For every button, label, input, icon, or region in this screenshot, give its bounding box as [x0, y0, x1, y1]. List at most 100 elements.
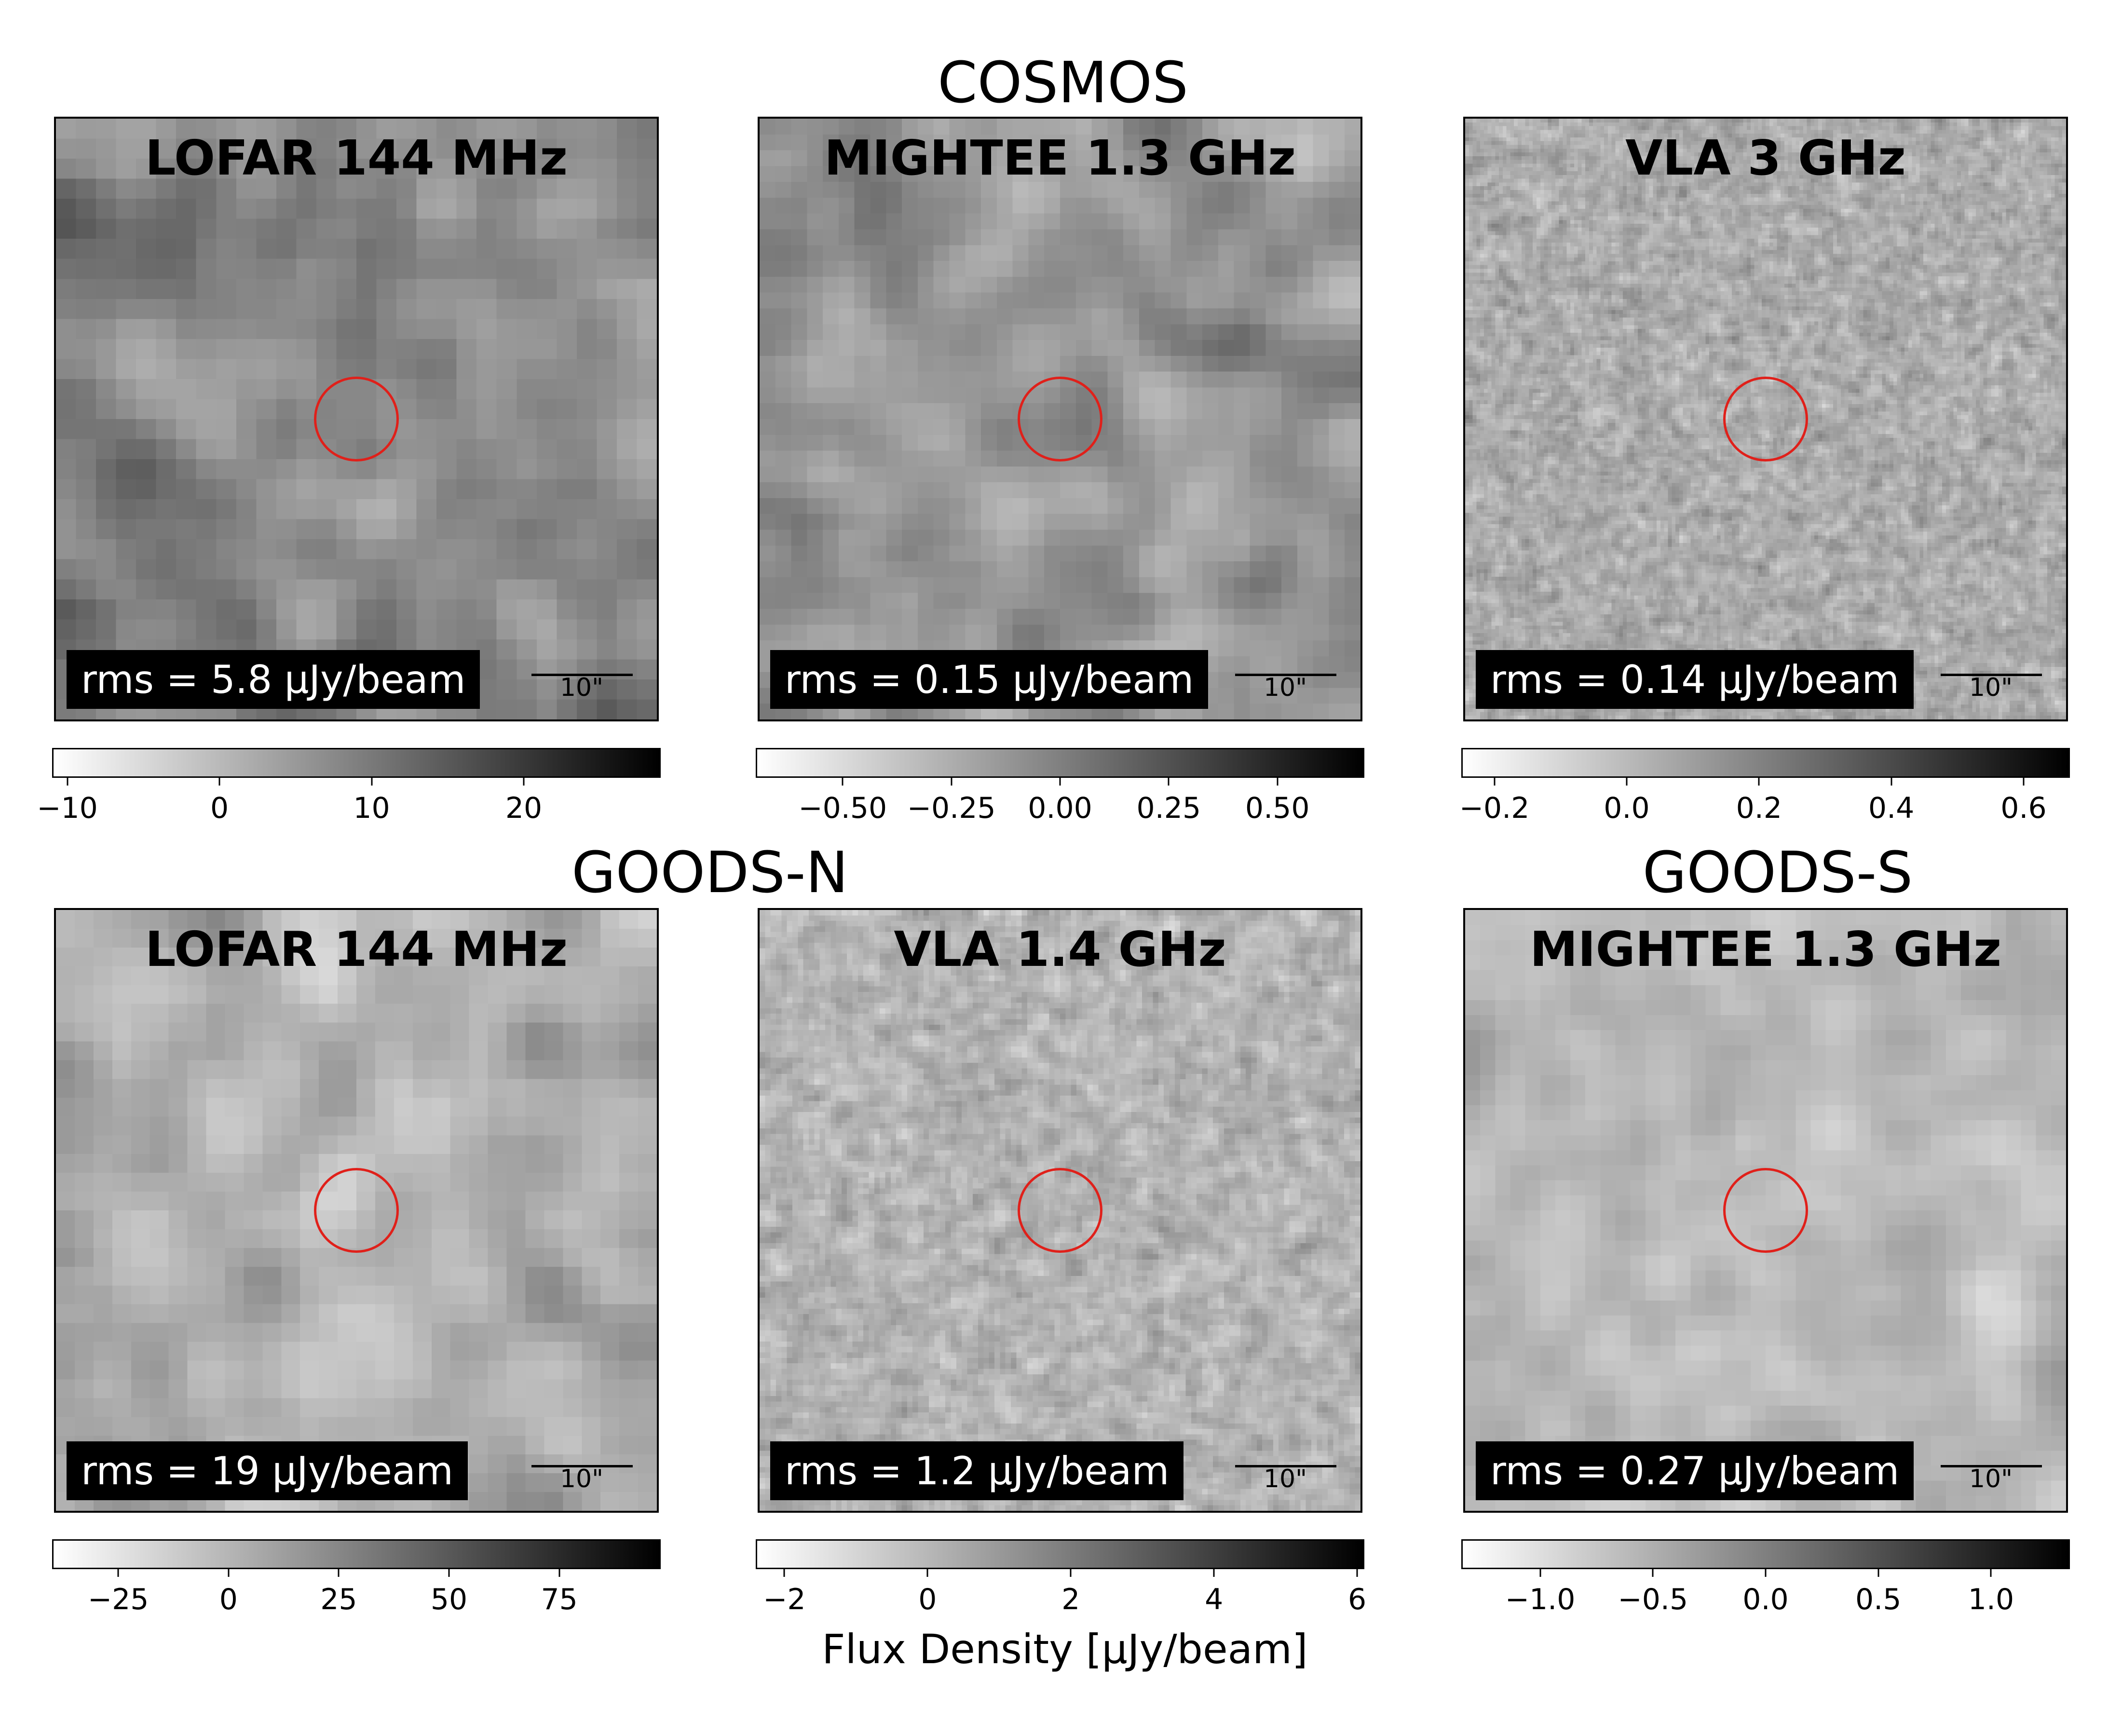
colorbar-tick-label: 50: [430, 1583, 468, 1616]
rms-label: rms = 1.2 μJy/beam: [770, 1441, 1184, 1500]
colorbar-tick: [2023, 778, 2025, 786]
colorbar-tick: [926, 1569, 928, 1577]
scale-bar: [1235, 674, 1336, 676]
colorbar-tick: [1356, 1569, 1358, 1577]
colorbar-tick-label: 2: [1061, 1583, 1080, 1616]
colorbar-tick: [117, 1569, 119, 1577]
colorbar-gradient: [756, 748, 1364, 778]
colorbar-tick: [1277, 778, 1279, 786]
colorbar-tick: [783, 1569, 785, 1577]
title-goods-s: GOODS-S: [1642, 839, 1913, 906]
colorbar-tick: [1168, 778, 1170, 786]
colorbar-tick-label: −2: [763, 1583, 806, 1616]
colorbar-tick-label: 0: [219, 1583, 238, 1616]
image-panel-6: MIGHTEE 1.3 GHz rms = 0.27 μJy/beam 10": [1463, 908, 2068, 1513]
colorbar-tick-label: 4: [1205, 1583, 1224, 1616]
panel-title: LOFAR 144 MHz: [145, 921, 568, 977]
colorbar-tick: [1059, 778, 1061, 786]
colorbar-tick: [338, 1569, 340, 1577]
colorbar-tick: [842, 778, 843, 786]
colorbar-tick: [1539, 1569, 1541, 1577]
colorbar-tick-label: 1.0: [1968, 1583, 2014, 1616]
colorbar-tick: [1758, 778, 1760, 786]
colorbar-gradient: [52, 748, 661, 778]
rms-label: rms = 0.14 μJy/beam: [1476, 650, 1914, 709]
colorbar-tick: [1891, 778, 1892, 786]
colorbar-tick-label: 0.50: [1245, 791, 1310, 825]
rms-label: rms = 0.15 μJy/beam: [770, 650, 1209, 709]
colorbar-tick-label: 0.0: [1604, 791, 1650, 825]
colorbar-tick: [1494, 778, 1496, 786]
source-marker-circle: [1018, 377, 1102, 461]
scale-bar-label: 10": [1969, 1465, 2013, 1493]
colorbar-tick: [1070, 1569, 1072, 1577]
colorbar-tick-label: 0: [918, 1583, 937, 1616]
colorbar-gradient: [52, 1539, 661, 1569]
colorbar-tick-label: 0.0: [1742, 1583, 1789, 1616]
colorbar-tick: [1990, 1569, 1992, 1577]
image-panel-1: LOFAR 144 MHz rms = 5.8 μJy/beam 10": [54, 117, 659, 721]
title-goods-n: GOODS-N: [571, 839, 848, 906]
title-cosmos: COSMOS: [938, 49, 1188, 116]
colorbar-axis-label: Flux Density [μJy/beam]: [822, 1626, 1308, 1673]
source-marker-circle: [1723, 1168, 1808, 1253]
image-panel-5: VLA 1.4 GHz rms = 1.2 μJy/beam 10": [758, 908, 1362, 1513]
scale-bar: [531, 674, 633, 676]
colorbar-tick-label: 0.5: [1855, 1583, 1902, 1616]
source-marker-circle: [1723, 377, 1808, 461]
rms-label: rms = 0.27 μJy/beam: [1476, 1441, 1914, 1500]
colorbar-tick: [523, 778, 525, 786]
scale-bar-label: 10": [1969, 673, 2013, 702]
colorbar-tick: [371, 778, 373, 786]
colorbar-tick: [228, 1569, 230, 1577]
panel-title: VLA 1.4 GHz: [894, 921, 1226, 977]
colorbar-tick: [1652, 1569, 1654, 1577]
rms-label: rms = 19 μJy/beam: [67, 1441, 468, 1500]
source-marker-circle: [314, 377, 399, 461]
panel-title: MIGHTEE 1.3 GHz: [1529, 921, 2002, 977]
source-marker-circle: [1018, 1168, 1102, 1253]
scale-bar-label: 10": [1263, 673, 1307, 702]
colorbar-tick-label: −1.0: [1505, 1583, 1576, 1616]
colorbar-tick: [1765, 1569, 1767, 1577]
colorbar-tick-label: 0: [210, 791, 229, 825]
colorbar-tick: [67, 778, 68, 786]
scale-bar: [1941, 674, 2042, 676]
colorbar-tick-label: −0.25: [907, 791, 996, 825]
colorbar-gradient: [1461, 1539, 2070, 1569]
colorbar-tick-label: 10: [353, 791, 390, 825]
colorbar-tick-label: −10: [37, 791, 98, 825]
rms-label: rms = 5.8 μJy/beam: [67, 650, 480, 709]
source-marker-circle: [314, 1168, 399, 1253]
colorbar-tick-label: −25: [87, 1583, 149, 1616]
scale-bar: [1941, 1465, 2042, 1467]
scale-bar: [1235, 1465, 1336, 1467]
colorbar-tick-label: −0.2: [1459, 791, 1530, 825]
colorbar-tick-label: 0.00: [1028, 791, 1092, 825]
colorbar-tick: [1213, 1569, 1215, 1577]
panel-title: MIGHTEE 1.3 GHz: [824, 130, 1296, 186]
colorbar-tick-label: 6: [1348, 1583, 1367, 1616]
colorbar-tick: [951, 778, 952, 786]
image-panel-4: LOFAR 144 MHz rms = 19 μJy/beam 10": [54, 908, 659, 1513]
image-panel-3: VLA 3 GHz rms = 0.14 μJy/beam 10": [1463, 117, 2068, 721]
colorbar-tick-label: 25: [320, 1583, 357, 1616]
image-panel-2: MIGHTEE 1.3 GHz rms = 0.15 μJy/beam 10": [758, 117, 1362, 721]
colorbar-tick-label: 75: [541, 1583, 578, 1616]
colorbar-tick: [1626, 778, 1628, 786]
scale-bar-label: 10": [559, 1465, 604, 1493]
colorbar-tick-label: 0.6: [2000, 791, 2047, 825]
colorbar-tick: [218, 778, 220, 786]
colorbar-tick-label: −0.50: [798, 791, 887, 825]
colorbar-tick-label: −0.5: [1618, 1583, 1688, 1616]
colorbar-gradient: [1461, 748, 2070, 778]
scale-bar-label: 10": [1263, 1465, 1307, 1493]
colorbar-tick-label: 0.4: [1868, 791, 1915, 825]
panel-title: LOFAR 144 MHz: [145, 130, 568, 186]
panel-title: VLA 3 GHz: [1625, 130, 1906, 186]
colorbar-tick-label: 0.25: [1136, 791, 1201, 825]
colorbar-tick: [448, 1569, 450, 1577]
colorbar-tick-label: 20: [505, 791, 543, 825]
colorbar-tick: [558, 1569, 560, 1577]
scale-bar: [531, 1465, 633, 1467]
